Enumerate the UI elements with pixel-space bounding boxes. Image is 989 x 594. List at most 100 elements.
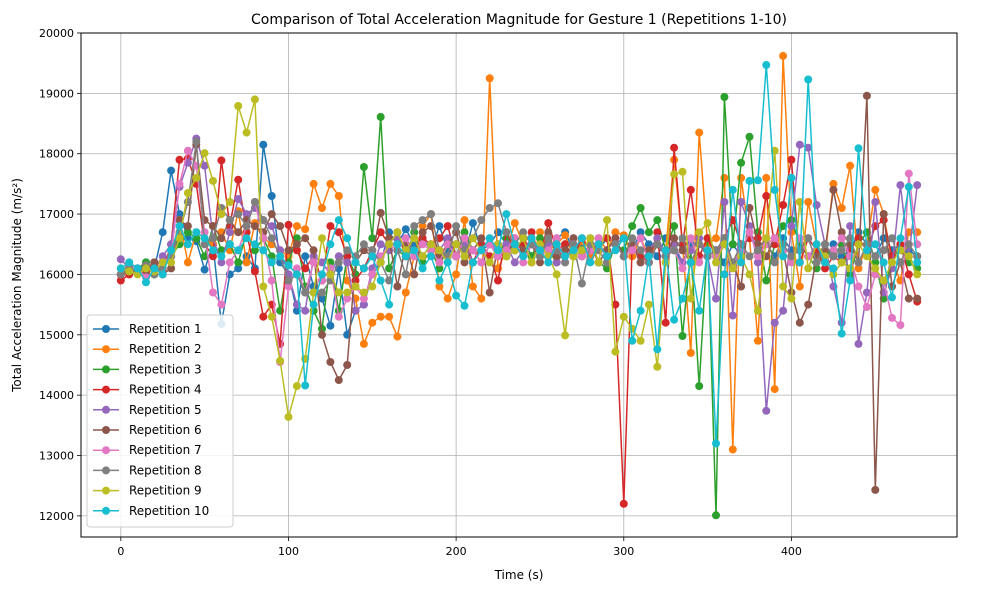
- data-point: [770, 185, 779, 194]
- data-point: [728, 264, 737, 273]
- data-point: [175, 179, 184, 188]
- data-point: [175, 216, 184, 225]
- data-point: [343, 288, 352, 297]
- data-point: [267, 312, 276, 321]
- data-point: [158, 258, 167, 267]
- data-point: [854, 264, 863, 273]
- data-point: [209, 252, 217, 261]
- data-point: [661, 258, 670, 267]
- data-point: [779, 306, 788, 315]
- data-point: [653, 362, 662, 371]
- data-point: [175, 234, 184, 243]
- data-point: [225, 240, 234, 249]
- data-point: [695, 240, 704, 249]
- data-point: [779, 51, 788, 60]
- data-point: [577, 234, 586, 243]
- data-point: [695, 234, 704, 243]
- data-point: [368, 318, 377, 327]
- data-point: [334, 312, 343, 321]
- data-point: [460, 258, 469, 267]
- data-point: [879, 258, 888, 267]
- data-point: [267, 210, 276, 219]
- data-point: [519, 228, 528, 237]
- data-point: [142, 278, 150, 287]
- legend-label: Repetition 8: [129, 463, 202, 477]
- data-point: [703, 234, 712, 243]
- data-point: [460, 216, 469, 225]
- data-point: [217, 252, 226, 261]
- data-point: [175, 155, 184, 164]
- series-line: [120, 95, 918, 491]
- data-point: [276, 252, 285, 261]
- data-point: [779, 252, 788, 261]
- data-point: [359, 294, 368, 303]
- data-point: [787, 222, 796, 231]
- data-point: [712, 234, 720, 243]
- data-point: [762, 276, 771, 285]
- data-point: [217, 258, 226, 267]
- data-point: [418, 252, 427, 261]
- data-point: [250, 246, 259, 255]
- data-point: [686, 234, 695, 243]
- data-point: [519, 234, 528, 243]
- data-point: [427, 210, 435, 219]
- legend-label: Repetition 7: [129, 443, 202, 457]
- legend-swatch-marker: [102, 426, 110, 434]
- legend-swatch-marker: [102, 486, 110, 495]
- data-point: [670, 315, 679, 324]
- data-point: [854, 258, 863, 267]
- data-point: [225, 228, 234, 237]
- data-point: [753, 306, 762, 315]
- data-point: [644, 252, 653, 261]
- data-point: [829, 252, 838, 261]
- data-point: [527, 258, 536, 267]
- data-point: [670, 222, 679, 231]
- data-point: [284, 220, 293, 229]
- y-tick-label: 15000: [39, 329, 74, 342]
- data-point: [686, 348, 695, 357]
- data-point: [242, 258, 251, 267]
- y-axis-label: Total Acceleration Magnitude (m/s²): [10, 178, 24, 393]
- data-point: [854, 240, 863, 249]
- data-point: [720, 234, 729, 243]
- data-point: [401, 270, 410, 279]
- data-point: [829, 185, 838, 194]
- data-point: [552, 234, 561, 243]
- data-point: [284, 412, 293, 421]
- data-point: [846, 276, 855, 285]
- x-tick-label: 300: [613, 545, 634, 558]
- data-point: [678, 294, 687, 303]
- data-point: [670, 170, 679, 179]
- data-point: [737, 198, 746, 206]
- data-point: [653, 240, 662, 249]
- data-point: [846, 264, 855, 273]
- data-point: [116, 276, 125, 285]
- data-point: [695, 128, 704, 137]
- axis-ticks: 0 100 200 300 400 12000 13000 14000 15000 16000 17…: [39, 27, 802, 558]
- data-point: [502, 210, 511, 219]
- data-point: [779, 282, 788, 291]
- data-point: [259, 312, 268, 321]
- data-point: [753, 246, 762, 255]
- data-point: [343, 234, 352, 243]
- data-point: [167, 258, 176, 267]
- data-point: [284, 246, 293, 255]
- data-point: [167, 246, 176, 255]
- data-point: [334, 228, 343, 237]
- data-point: [477, 294, 486, 303]
- data-point: [527, 234, 536, 243]
- data-point: [737, 158, 746, 167]
- data-point: [653, 228, 662, 237]
- data-point: [862, 303, 871, 311]
- data-point: [552, 240, 561, 249]
- y-tick-label: 16000: [39, 268, 74, 281]
- data-point: [871, 198, 880, 206]
- data-point: [359, 339, 368, 348]
- data-point: [821, 264, 829, 273]
- data-point: [779, 201, 788, 209]
- data-point: [234, 246, 243, 255]
- data-point: [712, 258, 720, 267]
- data-point: [753, 252, 762, 261]
- data-point: [795, 258, 804, 267]
- data-point: [435, 282, 444, 291]
